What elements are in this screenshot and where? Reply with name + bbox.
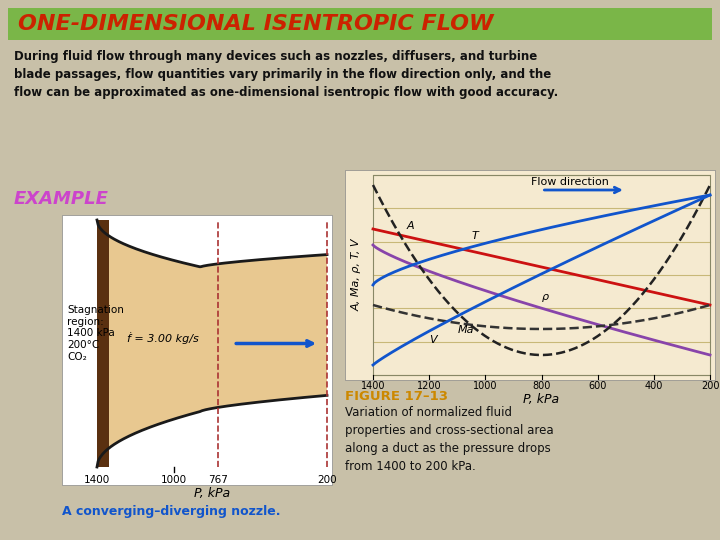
- FancyBboxPatch shape: [97, 220, 109, 467]
- Text: 1400: 1400: [84, 475, 110, 485]
- Text: 600: 600: [588, 381, 607, 391]
- Text: 1200: 1200: [417, 381, 441, 391]
- Text: ρ: ρ: [541, 292, 549, 302]
- Text: 1400: 1400: [361, 381, 385, 391]
- Polygon shape: [97, 220, 327, 467]
- Text: 1000: 1000: [161, 475, 186, 485]
- Text: 767: 767: [208, 475, 228, 485]
- Text: Flow direction: Flow direction: [531, 177, 608, 187]
- Text: V: V: [429, 335, 437, 345]
- Text: 800: 800: [532, 381, 551, 391]
- Text: FIGURE 17–13: FIGURE 17–13: [345, 390, 448, 403]
- Text: T: T: [472, 231, 478, 241]
- Text: ONE-DIMENSIONAL ISENTROPIC FLOW: ONE-DIMENSIONAL ISENTROPIC FLOW: [18, 14, 493, 34]
- Text: Ma: Ma: [457, 325, 474, 335]
- Text: Stagnation
region:
1400 kPa
200°C
CO₂: Stagnation region: 1400 kPa 200°C CO₂: [67, 305, 124, 362]
- Text: EXAMPLE: EXAMPLE: [14, 190, 109, 208]
- Text: P, kPa: P, kPa: [523, 393, 559, 406]
- FancyBboxPatch shape: [345, 170, 715, 380]
- Text: ḟ = 3.00 kg/s: ḟ = 3.00 kg/s: [127, 333, 199, 345]
- Text: 200: 200: [701, 381, 719, 391]
- Text: 400: 400: [644, 381, 663, 391]
- Text: A converging–diverging nozzle.: A converging–diverging nozzle.: [62, 505, 281, 518]
- Text: Variation of normalized fluid
properties and cross-sectional area
along a duct a: Variation of normalized fluid properties…: [345, 406, 554, 473]
- FancyBboxPatch shape: [8, 8, 712, 40]
- Text: During fluid flow through many devices such as nozzles, diffusers, and turbine
b: During fluid flow through many devices s…: [14, 50, 558, 99]
- Text: 200: 200: [318, 475, 337, 485]
- Text: A, Ma, ρ, T, V: A, Ma, ρ, T, V: [352, 239, 362, 311]
- Text: A: A: [407, 221, 414, 231]
- FancyBboxPatch shape: [62, 215, 332, 485]
- Text: P, kPa: P, kPa: [194, 487, 230, 500]
- Text: 1000: 1000: [473, 381, 498, 391]
